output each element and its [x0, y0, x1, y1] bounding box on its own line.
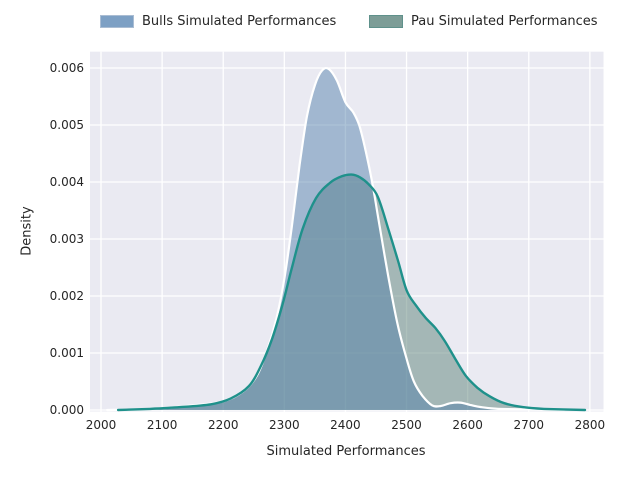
bulls-legend-swatch	[100, 14, 134, 28]
x-tick-label: 2300	[269, 418, 300, 432]
pau-kde-line	[116, 173, 587, 412]
y-axis-label: Density	[19, 206, 35, 256]
x-axis-label: Simulated Performances	[266, 444, 426, 459]
pau-kde-fill	[118, 174, 585, 410]
y-tick-label: 0.004	[49, 175, 84, 189]
x-tick-label: 2200	[207, 418, 239, 432]
pau-legend-swatch	[369, 14, 403, 28]
y-tick-label: 0.003	[49, 232, 84, 246]
x-tick-label: 2700	[513, 418, 545, 432]
y-tick-label: 0.001	[49, 346, 84, 360]
x-tick-label: 2600	[452, 418, 483, 432]
x-tick-label: 2500	[391, 418, 422, 432]
legend-item-pau: Pau Simulated Performances	[369, 13, 598, 29]
y-tick-label: 0.005	[49, 118, 84, 132]
y-tick-label: 0.002	[49, 289, 84, 303]
x-tick-label: 2000	[85, 418, 117, 432]
legend-item-bulls: Bulls Simulated Performances	[100, 13, 337, 29]
x-tick-label: 2100	[146, 418, 178, 432]
y-tick-label: 0.000	[49, 403, 84, 417]
x-tick-label: 2400	[330, 418, 361, 432]
bulls-kde-fill	[107, 68, 565, 410]
bulls-legend-label: Bulls Simulated Performances	[142, 13, 337, 29]
y-tick-label: 0.006	[49, 61, 84, 75]
x-tick-label: 2800	[574, 418, 606, 432]
pau-legend-label: Pau Simulated Performances	[411, 13, 598, 29]
